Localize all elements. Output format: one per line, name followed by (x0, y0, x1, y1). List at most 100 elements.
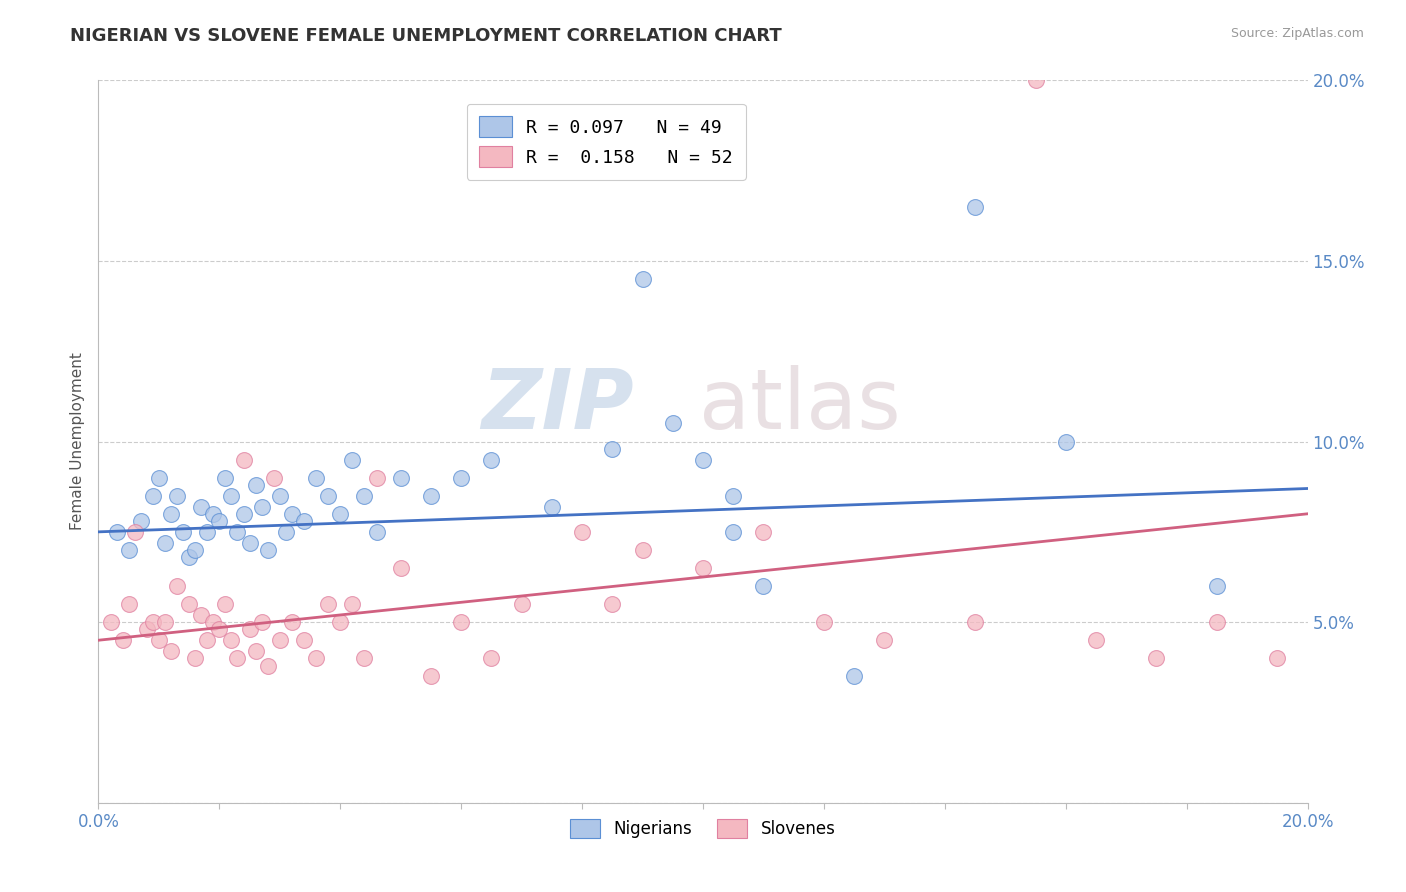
Point (602, 442, 624, 456)
Point (571, 524, 593, 539)
Text: Source: ZipAtlas.com: Source: ZipAtlas.com (1230, 27, 1364, 40)
Point (1146, 651, 1168, 665)
Point (316, 489, 339, 503)
Point (263, 471, 285, 485)
Point (844, 669, 866, 683)
Point (292, 633, 315, 648)
Point (1085, 633, 1108, 648)
Point (342, 452, 364, 467)
Point (274, 524, 297, 539)
Point (195, 633, 218, 648)
Point (245, 478, 267, 492)
Y-axis label: Female Unemployment: Female Unemployment (69, 352, 84, 531)
Point (366, 471, 388, 485)
Point (281, 615, 304, 630)
Point (752, 579, 775, 593)
Point (366, 524, 388, 539)
Point (1206, 579, 1229, 593)
Point (202, 507, 225, 521)
Point (540, 500, 562, 514)
Point (269, 633, 291, 648)
Point (752, 524, 775, 539)
Point (965, 615, 987, 630)
Point (190, 500, 212, 514)
Point (723, 489, 745, 503)
Point (208, 514, 231, 528)
Point (245, 644, 267, 658)
Point (118, 542, 141, 557)
Point (118, 597, 141, 611)
Point (166, 579, 188, 593)
Point (481, 651, 503, 665)
Point (281, 507, 304, 521)
Point (481, 452, 503, 467)
Point (160, 507, 183, 521)
Point (873, 633, 896, 648)
Point (342, 597, 364, 611)
Point (329, 615, 352, 630)
Point (256, 542, 278, 557)
Point (256, 658, 278, 673)
Point (124, 524, 146, 539)
Point (353, 489, 375, 503)
Point (723, 524, 745, 539)
Point (316, 597, 339, 611)
Point (239, 535, 262, 549)
Point (250, 615, 273, 630)
Point (179, 550, 201, 565)
Point (420, 489, 443, 503)
Point (148, 471, 170, 485)
Point (813, 615, 835, 630)
Point (631, 542, 654, 557)
Point (602, 597, 624, 611)
Point (160, 644, 183, 658)
Point (184, 542, 207, 557)
Point (353, 651, 375, 665)
Point (202, 615, 225, 630)
Point (692, 452, 714, 467)
Point (389, 561, 412, 575)
Point (389, 471, 412, 485)
Point (226, 524, 249, 539)
Legend: Nigerians, Slovenes: Nigerians, Slovenes (564, 813, 842, 845)
Point (142, 489, 165, 503)
Point (239, 623, 262, 637)
Point (208, 623, 231, 637)
Point (221, 633, 243, 648)
Point (153, 535, 176, 549)
Point (965, 200, 987, 214)
Point (329, 507, 352, 521)
Point (305, 471, 328, 485)
Point (661, 417, 683, 431)
Point (166, 489, 188, 503)
Point (214, 471, 236, 485)
Point (232, 452, 254, 467)
Point (510, 597, 533, 611)
Point (250, 500, 273, 514)
Point (232, 507, 254, 521)
Point (1024, 73, 1046, 87)
Point (190, 607, 212, 622)
Point (1267, 651, 1289, 665)
Text: NIGERIAN VS SLOVENE FEMALE UNEMPLOYMENT CORRELATION CHART: NIGERIAN VS SLOVENE FEMALE UNEMPLOYMENT … (70, 27, 782, 45)
Point (292, 514, 315, 528)
Point (184, 651, 207, 665)
Point (221, 489, 243, 503)
Point (305, 651, 328, 665)
Point (105, 524, 128, 539)
Point (179, 597, 201, 611)
Point (269, 489, 291, 503)
Text: ZIP: ZIP (482, 365, 634, 446)
Point (450, 471, 472, 485)
Point (1206, 615, 1229, 630)
Point (142, 615, 165, 630)
Point (153, 615, 176, 630)
Point (692, 561, 714, 575)
Point (100, 615, 122, 630)
Point (631, 272, 654, 286)
Point (172, 524, 194, 539)
Point (148, 633, 170, 648)
Point (214, 597, 236, 611)
Point (420, 669, 443, 683)
Point (226, 651, 249, 665)
